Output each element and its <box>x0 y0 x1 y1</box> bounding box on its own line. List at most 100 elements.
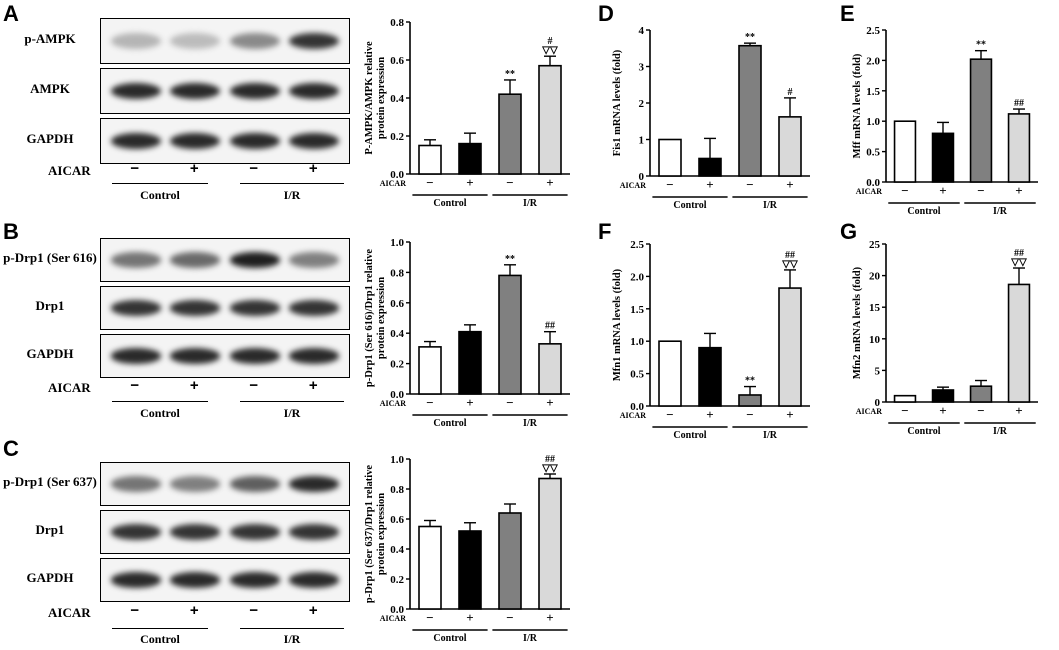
chart-b-annotation-3-0: ## <box>545 321 555 332</box>
blot-b-row-2-band-3 <box>289 348 340 364</box>
chart-f-annotation-3-0: ▽▽ <box>781 259 798 270</box>
panel-letter-d: D <box>598 1 614 26</box>
chart-d-aicar-sign-0: − <box>666 177 673 192</box>
chart-c-bar-1 <box>458 530 482 610</box>
chart-f-aicar-sign-1: + <box>706 407 713 422</box>
blot-a-row-1-band-3 <box>289 83 340 99</box>
chart-d-aicar-sign-3: + <box>786 177 793 192</box>
blot-a-aicar-sign-0: − <box>130 160 140 177</box>
blot-c-row-2-band-1 <box>170 572 221 588</box>
chart-e-annotation-2-0: ** <box>976 40 986 51</box>
chart-c-ylabel-1: protein expression <box>376 493 387 575</box>
chart-f-aicar-sign-3: + <box>786 407 793 422</box>
chart-d-ytick-label-4: 4 <box>639 25 645 37</box>
chart-a-ytick-label-2: 0.4 <box>390 93 404 105</box>
chart-g-aicar-sign-2: − <box>977 403 984 418</box>
chart-e-annotation-3-0: ## <box>1014 98 1024 109</box>
chart-g-ytick-label-1: 5 <box>875 365 881 377</box>
chart-g-group-label-1: I/R <box>993 426 1008 437</box>
chart-d-annotation-3-0: # <box>788 87 793 98</box>
chart-c-annotation-3-0: ▽▽ <box>541 463 558 474</box>
chart-g-ytick-label-5: 25 <box>869 239 881 251</box>
chart-f-ytick-label-1: 0.5 <box>630 369 644 381</box>
chart-g-ytick-label-3: 15 <box>869 302 881 314</box>
chart-b-aicar-sign-2: − <box>506 395 513 410</box>
chart-g-ylabel-0: Mfn2 mRNA levels (fold) <box>852 266 863 379</box>
chart-b-bar-2 <box>498 274 522 395</box>
blot-c-row-1-band-2 <box>229 524 280 540</box>
blot-c-row-label-0: p-Drp1 (Ser 637) <box>3 474 97 489</box>
chart-a: 0.0 0.2 0.4 0.6 0.8 P-AMPK/AMPK relative prote… <box>364 17 570 209</box>
panel-letter-a: A <box>3 1 19 26</box>
chart-f-aicar-sign-2: − <box>746 407 753 422</box>
chart-a-ytick-label-1: 0.2 <box>390 131 404 143</box>
blot-b-row-2-band-2 <box>229 348 280 364</box>
chart-c-group-label-1: I/R <box>523 633 538 644</box>
blot-c-row-0-band-1 <box>170 476 221 492</box>
blot-a-row-0-band-0 <box>110 33 161 49</box>
chart-f-ylabel-0: Mfn1 mRNA levels (fold) <box>612 268 623 381</box>
blot-a-group-label-1: I/R <box>283 188 301 202</box>
blot-b-group-line-1 <box>240 401 344 402</box>
blot-b-aicar-sign-2: − <box>249 377 259 394</box>
chart-b-ytick-label-3: 0.6 <box>390 298 404 310</box>
chart-e-aicar-sign-1: + <box>939 183 946 198</box>
blot-b-row-0 <box>100 238 350 282</box>
chart-c-aicar-sign-0: − <box>426 610 433 625</box>
blot-c-row-1-band-0 <box>110 524 161 540</box>
chart-a-ytick-label-4: 0.8 <box>390 17 404 29</box>
chart-a-aicar-label: AICAR <box>380 179 406 188</box>
chart-g-annotation-3-1: ## <box>1014 248 1024 259</box>
blot-b-aicar-sign-1: + <box>189 377 199 394</box>
chart-a-annotation-3-0: ▽▽ <box>541 45 558 56</box>
chart-b-bar-0 <box>418 346 442 395</box>
chart-d-aicar-sign-1: + <box>706 177 713 192</box>
blot-b-row-2-band-0 <box>110 348 161 364</box>
blot-a-aicar-sign-1: + <box>189 160 199 177</box>
chart-e-aicar-sign-0: − <box>901 183 908 198</box>
blot-c-row-0-band-2 <box>229 476 280 492</box>
chart-f: 0.0 0.5 1.0 1.5 2.0 2.5 Mfn1 mRNA levels (fold… <box>612 239 810 441</box>
chart-a-bar-2 <box>498 93 522 175</box>
chart-b-ytick-label-4: 0.8 <box>390 267 404 279</box>
blot-a-row-1 <box>100 68 350 114</box>
chart-a-bar-0 <box>418 144 442 175</box>
chart-f-annotation-3-1: ## <box>785 250 795 261</box>
panel-letter-f: F <box>598 219 612 244</box>
chart-c-aicar-sign-1: + <box>466 610 473 625</box>
chart-e-group-label-0: Control <box>907 206 940 217</box>
chart-d-annotation-2-0: ** <box>745 32 755 43</box>
chart-f-ytick-label-4: 2.0 <box>630 271 644 283</box>
chart-f-bar-0 <box>658 340 682 407</box>
chart-e-ytick-label-2: 1.0 <box>866 116 880 128</box>
chart-e-ylabel-0: Mff mRNA levels (fold) <box>852 53 863 158</box>
blot-c-row-label-1: Drp1 <box>35 522 65 537</box>
blot-c-group-line-1 <box>240 628 344 629</box>
chart-e-aicar-sign-2: − <box>977 183 984 198</box>
chart-a-ylabel-0: P-AMPK/AMPK relative <box>364 41 375 155</box>
chart-d-group-label-1: I/R <box>763 200 778 211</box>
blot-b-group-label-0: Control <box>140 406 180 420</box>
chart-a-annotation-2-0: ** <box>505 69 515 80</box>
chart-e-bar-1 <box>931 132 955 183</box>
chart-g-ytick-label-2: 10 <box>869 334 881 346</box>
blot-c-row-0-band-0 <box>110 476 161 492</box>
blot-a-row-label-0: p-AMPK <box>24 31 76 46</box>
chart-c-bar-3 <box>538 477 562 610</box>
blot-c-group-label-0: Control <box>140 632 180 646</box>
chart-f-bar-1 <box>698 346 722 407</box>
chart-a-bar-3 <box>538 64 562 175</box>
chart-g-aicar-label: AICAR <box>856 407 882 416</box>
blot-b-aicar-sign-0: − <box>130 377 140 394</box>
chart-b-group-label-0: Control <box>433 418 466 429</box>
blot-b-row-0-band-2 <box>229 252 280 268</box>
chart-e-bar-3 <box>1007 113 1031 183</box>
chart-g-aicar-sign-0: − <box>901 403 908 418</box>
blot-a-row-1-band-1 <box>170 83 221 99</box>
chart-g-bar-3 <box>1007 283 1031 403</box>
chart-c-ytick-label-4: 0.8 <box>390 484 404 496</box>
blot-c-row-1-band-3 <box>289 524 340 540</box>
blot-b-row-label-0: p-Drp1 (Ser 616) <box>3 250 97 265</box>
blot-c-row-1-band-1 <box>170 524 221 540</box>
chart-d-ytick-label-3: 3 <box>639 62 645 74</box>
